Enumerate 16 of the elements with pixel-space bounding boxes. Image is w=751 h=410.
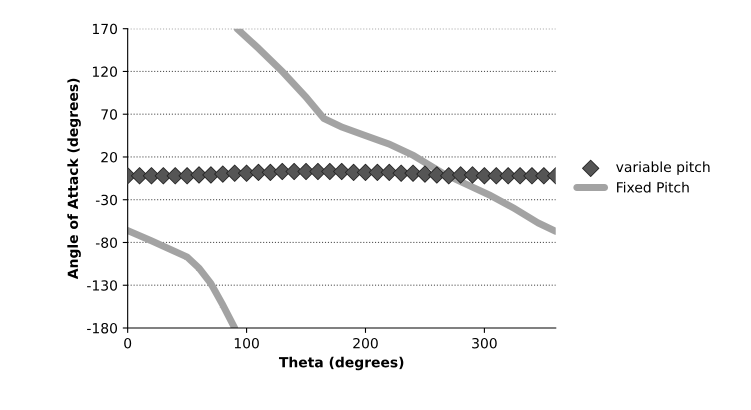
legend-label: Fixed Pitch — [617, 182, 689, 193]
x-tick-label: 300 — [472, 338, 497, 348]
x-axis-title: Theta (degrees) — [278, 356, 404, 370]
x-tick-label: 200 — [353, 338, 378, 348]
y-axis-title: Angle of Attack (degrees) — [67, 78, 81, 280]
y-tick-label: -180 — [87, 322, 118, 334]
y-tick-label: 70 — [101, 109, 118, 120]
y-tick-label: -80 — [96, 237, 118, 248]
legend-label: variable pitch — [616, 161, 710, 175]
y-tick-label: 170 — [92, 24, 118, 34]
x-tick-label: 0 — [124, 338, 132, 348]
y-tick-label: -130 — [87, 280, 118, 291]
y-tick-label: 120 — [92, 66, 118, 77]
y-tick-label: -30 — [96, 194, 118, 206]
x-tick-label: 100 — [234, 338, 259, 348]
y-tick-label: 20 — [101, 152, 118, 162]
